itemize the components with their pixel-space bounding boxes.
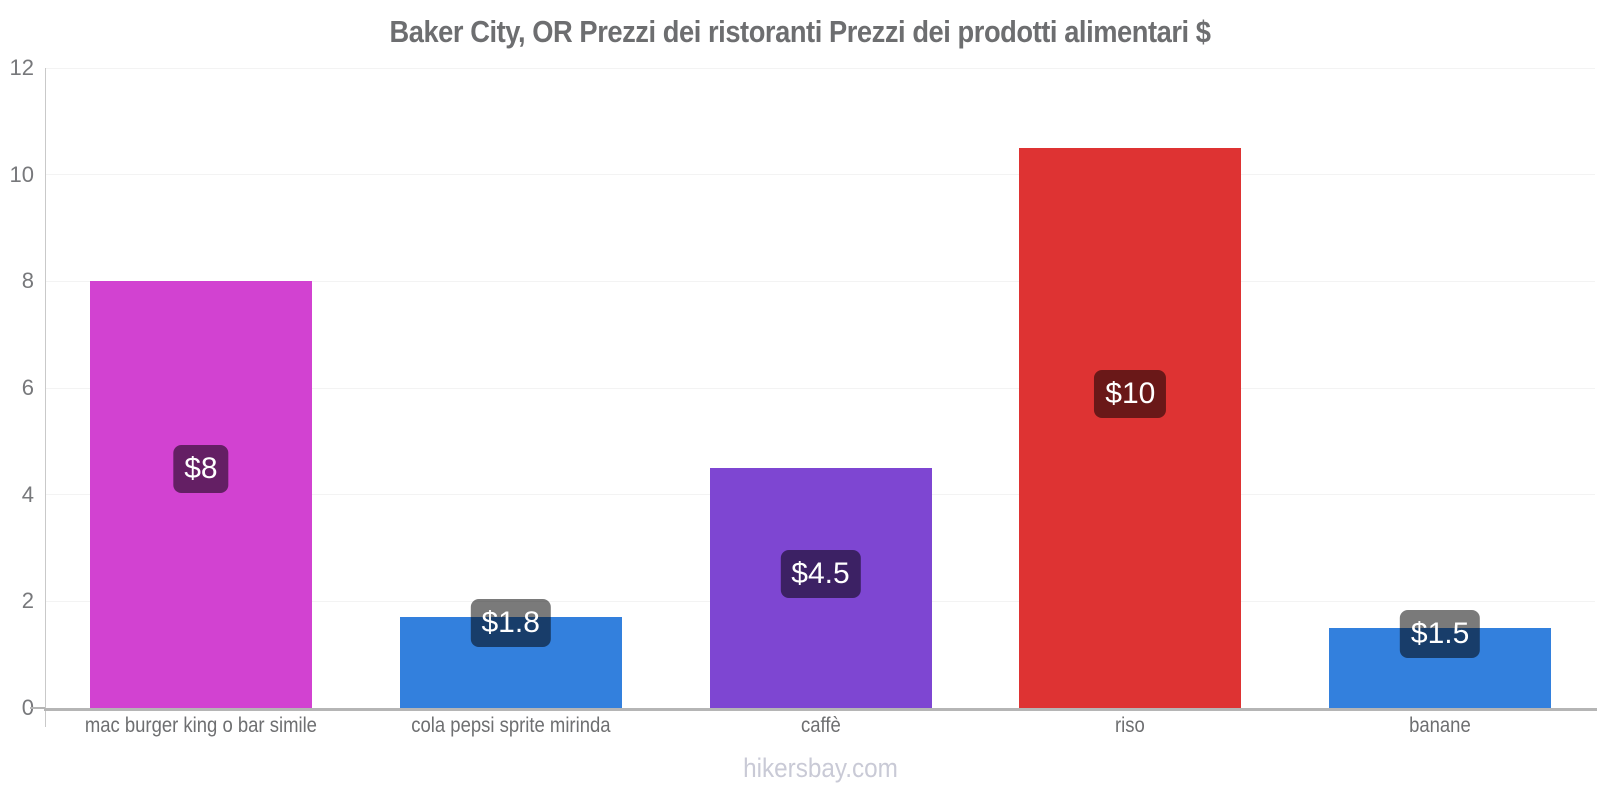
bar-riso[interactable] <box>1019 148 1242 708</box>
y-tick-label-8: 8 <box>21 268 34 294</box>
y-tick-label-10: 10 <box>9 161 34 187</box>
y-tick-label-0: 0 <box>21 695 34 720</box>
value-label-banane: $1.5 <box>1399 610 1481 658</box>
x-category-label-caff: caffè <box>800 714 841 737</box>
x-category-label-riso: riso <box>1115 714 1146 737</box>
gridline-6 <box>46 387 1595 389</box>
x-category-label-cola-pepsi-sprite-mirinda: cola pepsi sprite mirinda <box>411 714 611 737</box>
y-axis-line <box>45 68 46 727</box>
x-axis-line <box>44 708 1597 711</box>
value-label-cola-pepsi-sprite-mirinda: $1.8 <box>470 599 551 648</box>
y-tick-label-4: 4 <box>21 481 34 507</box>
bar-mac-burger-king-o-bar-simile[interactable] <box>89 281 312 708</box>
y-tick-label-2: 2 <box>21 588 34 614</box>
x-category-label-banane: banane <box>1409 714 1471 737</box>
y-tick-label-12: 12 <box>9 55 34 80</box>
value-label-caff: $4.5 <box>780 549 861 598</box>
gridline-10 <box>46 174 1595 176</box>
value-label-mac-burger-king-o-bar-simile: $8 <box>173 445 229 494</box>
chart-title: Baker City, OR Prezzi dei ristoranti Pre… <box>389 14 1211 49</box>
gridline-12 <box>46 67 1595 69</box>
watermark-hikersbay: hikersbay.com <box>743 753 898 783</box>
gridline-8 <box>46 280 1595 282</box>
y-tick-label-6: 6 <box>21 375 34 400</box>
value-label-riso: $10 <box>1094 370 1167 419</box>
y-tick-mark-0 <box>30 707 45 709</box>
x-category-label-mac-burger-king-o-bar-simile: mac burger king o bar simile <box>84 714 317 737</box>
